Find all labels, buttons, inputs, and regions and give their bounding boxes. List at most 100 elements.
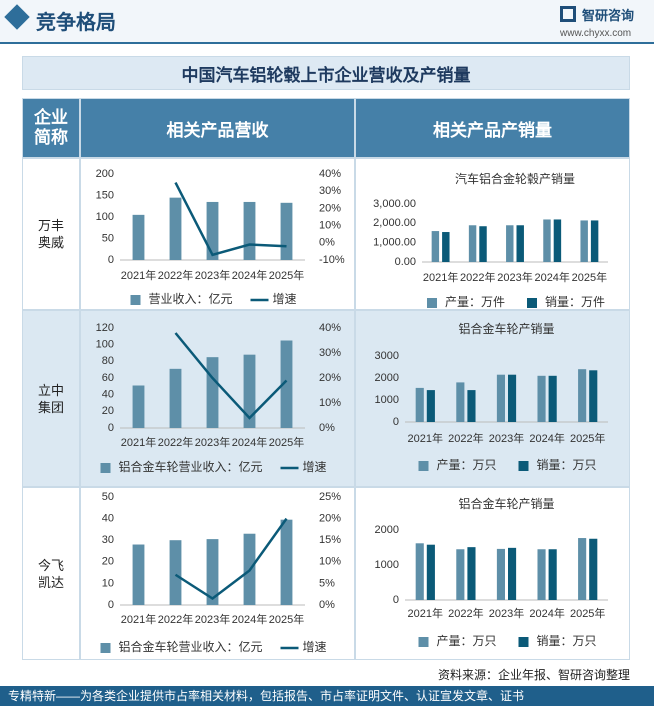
chart-title: 铝合金车轮产销量: [458, 496, 554, 511]
brand: 智研咨询: [582, 8, 635, 23]
header: [0, 0, 654, 44]
y-tick-label: 0.00: [395, 256, 416, 268]
x-tick-label: 2022年: [158, 268, 193, 282]
y-tick-label: 3000: [375, 350, 399, 362]
x-tick-label: 2022年: [448, 431, 483, 445]
y-tick-label: 2,000.00: [373, 217, 416, 229]
bar: [548, 375, 557, 422]
y-tick-label: 100: [96, 211, 114, 223]
y-tick-label: 50: [102, 491, 114, 503]
y2-tick-label: 40%: [319, 322, 341, 334]
y-tick-label: 0: [393, 416, 399, 428]
x-tick-label: 2025年: [269, 435, 304, 449]
source: 资料来源：企业年报、智研咨询整理: [437, 668, 630, 682]
x-tick-label: 2024年: [529, 606, 564, 620]
bar: [467, 390, 476, 422]
url: www.chyxx.com: [560, 28, 632, 39]
bar: [578, 369, 587, 422]
table-title: 中国汽车铝轮毂上市企业营收及产销量: [22, 56, 630, 90]
legend-label: 铝合金车轮营业收入：亿元: [119, 459, 263, 474]
x-tick-label: 2023年: [489, 431, 524, 445]
legend-swatch: [527, 298, 537, 308]
x-tick-label: 2022年: [158, 435, 193, 449]
bar: [456, 382, 465, 422]
legend-label: 产量：万只: [437, 458, 497, 472]
y-tick-label: 1,000.00: [373, 237, 416, 249]
bar: [553, 219, 562, 262]
y-tick-label: 2000: [375, 372, 399, 384]
bar: [169, 540, 182, 605]
bar: [508, 374, 517, 422]
y-tick-label: 0: [393, 594, 399, 606]
bar: [543, 219, 551, 262]
legend-swatch: [100, 463, 111, 473]
y2-tick-label: 25%: [319, 491, 341, 503]
y-tick-label: 1000: [375, 394, 399, 406]
y2-tick-label: 15%: [319, 534, 341, 546]
y2-tick-label: 20%: [319, 202, 341, 214]
x-tick-label: 2023年: [489, 606, 524, 620]
bar: [496, 374, 505, 422]
cell: [80, 158, 355, 310]
bar: [548, 549, 557, 600]
y-tick-label: 60: [102, 372, 114, 384]
bar: [456, 549, 465, 600]
bar: [537, 549, 546, 600]
x-tick-label: 2022年: [460, 270, 495, 284]
y-tick-label: 50: [102, 232, 114, 244]
brand-logo: [560, 6, 576, 22]
column-header: 相关产品产销量: [355, 98, 630, 158]
banner: 专精特新——为各类企业提供市占率相关材料，包括报告、市占率证明文件、认证宣发文章…: [0, 686, 654, 706]
bar: [589, 538, 598, 600]
x-tick-label: 2025年: [269, 612, 304, 626]
legend-label: 增速: [273, 292, 297, 306]
y2-tick-label: 0%: [319, 599, 335, 611]
x-tick-label: 2023年: [195, 435, 230, 449]
x-tick-label: 2021年: [121, 612, 156, 626]
bar: [426, 544, 435, 600]
legend-label: 销量：万件: [545, 295, 605, 309]
bar: [132, 385, 145, 428]
line: [174, 332, 288, 420]
company-name: 今飞凯达: [37, 557, 64, 590]
y-tick-label: 40: [102, 513, 114, 525]
company-name: 万丰奥威: [37, 218, 64, 250]
bar: [169, 197, 182, 260]
y2-tick-label: -10%: [319, 254, 345, 266]
bar: [590, 220, 599, 262]
x-tick-label: 2024年: [529, 431, 564, 445]
bar: [508, 547, 517, 600]
bar: [580, 220, 588, 262]
x-tick-label: 2022年: [448, 606, 483, 620]
bar: [479, 226, 487, 262]
y2-tick-label: 10%: [319, 397, 341, 409]
bar: [415, 387, 424, 422]
y2-tick-label: 10%: [319, 556, 341, 568]
bar: [537, 375, 546, 422]
bar: [243, 201, 256, 260]
legend-swatch: [427, 298, 437, 308]
legend-swatch: [418, 461, 429, 471]
y2-tick-label: 0%: [319, 422, 335, 434]
bar: [206, 201, 219, 260]
x-tick-label: 2021年: [408, 606, 443, 620]
company-name: 立中集团: [37, 382, 64, 415]
y-tick-label: 200: [96, 168, 114, 180]
bar: [415, 543, 424, 600]
bar: [426, 390, 435, 422]
cell: [80, 487, 355, 660]
cell: [355, 158, 630, 310]
company-cell: 今飞凯达: [22, 487, 80, 660]
column-header: 相关产品营收: [80, 98, 355, 158]
y2-tick-label: 10%: [319, 220, 341, 232]
bar: [467, 547, 476, 600]
bar: [506, 225, 514, 262]
y-tick-label: 1000: [375, 559, 399, 571]
bar: [280, 202, 293, 260]
y2-tick-label: 20%: [319, 372, 341, 384]
y-tick-label: 80: [102, 355, 114, 367]
header-title: 竞争格局: [36, 12, 116, 34]
column-header-text: 企业简称: [34, 108, 68, 147]
y-tick-label: 0: [108, 422, 114, 434]
